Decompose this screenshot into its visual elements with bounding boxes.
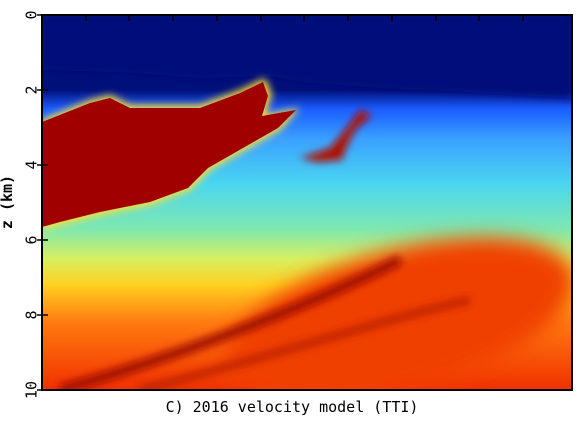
y-tick-label: 8	[23, 310, 41, 319]
y-tick-label: 6	[23, 235, 41, 244]
velocity-image	[42, 15, 572, 390]
y-tick-label: 10	[23, 381, 41, 399]
top-ticks	[85, 15, 524, 21]
y-tick-label: 2	[23, 85, 41, 94]
chart-title: C) 2016 velocity model (TTI)	[166, 398, 419, 416]
y-axis-label: z (km)	[0, 175, 16, 229]
plot-frame	[41, 14, 573, 391]
y-tick-label: 0	[23, 10, 41, 19]
y-tick-label: 4	[23, 160, 41, 169]
